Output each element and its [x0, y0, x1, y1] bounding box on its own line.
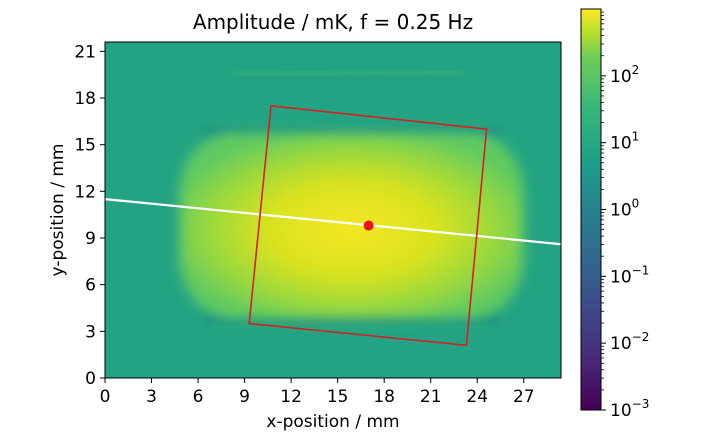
- colorbar: 10−3 10−2 10−1 100 101 102: [580, 8, 649, 421]
- y-tick-label: 3: [85, 322, 96, 342]
- x-tick-label: 12: [280, 387, 302, 407]
- y-tick-label: 15: [74, 136, 96, 156]
- plot-frame: [104, 41, 562, 379]
- y-tick-label: 12: [74, 182, 96, 202]
- colorbar-tick-label: 10−2: [610, 330, 649, 354]
- profile-line: [105, 198, 561, 246]
- colorbar-gradient: [580, 8, 602, 411]
- y-tick-label: 6: [85, 276, 96, 296]
- plot-area: [105, 42, 561, 378]
- x-tick-label: 6: [193, 387, 204, 407]
- center-marker: [363, 220, 374, 231]
- colorbar-tick-label: 102: [610, 63, 639, 87]
- y-axis: 0 3 6 9 12 15 18 21: [74, 42, 105, 389]
- heatmap-streak: [232, 70, 465, 77]
- x-tick-label: 0: [100, 387, 111, 407]
- chart-title: Amplitude / mK, f = 0.25 Hz: [193, 10, 473, 34]
- x-tick-label: 21: [420, 387, 442, 407]
- x-tick-label: 15: [327, 387, 349, 407]
- x-axis: 0 3 6 9 12 15 18 21 24 27: [100, 378, 535, 407]
- region-outline: [248, 104, 488, 347]
- x-axis-label: x-position / mm: [266, 412, 399, 432]
- heatmap-hot-region: [179, 132, 524, 319]
- colorbar-tick-label: 100: [610, 197, 639, 221]
- y-tick-label: 21: [74, 42, 96, 62]
- x-tick-label: 18: [373, 387, 395, 407]
- x-tick-label: 24: [466, 387, 488, 407]
- colorbar-tick-label: 10−3: [610, 397, 649, 421]
- y-axis-label: y-position / mm: [48, 144, 68, 277]
- colorbar-tick-label: 101: [610, 130, 639, 154]
- x-tick-label: 3: [146, 387, 157, 407]
- y-tick-label: 9: [85, 229, 96, 249]
- y-tick-label: 18: [74, 89, 96, 109]
- y-tick-label: 0: [85, 369, 96, 389]
- x-tick-label: 9: [239, 387, 250, 407]
- colorbar-tick-label: 10−1: [610, 263, 649, 287]
- x-tick-label: 27: [513, 387, 535, 407]
- colorbar-ticks: 10−3 10−2 10−1 100 101 102: [601, 11, 649, 421]
